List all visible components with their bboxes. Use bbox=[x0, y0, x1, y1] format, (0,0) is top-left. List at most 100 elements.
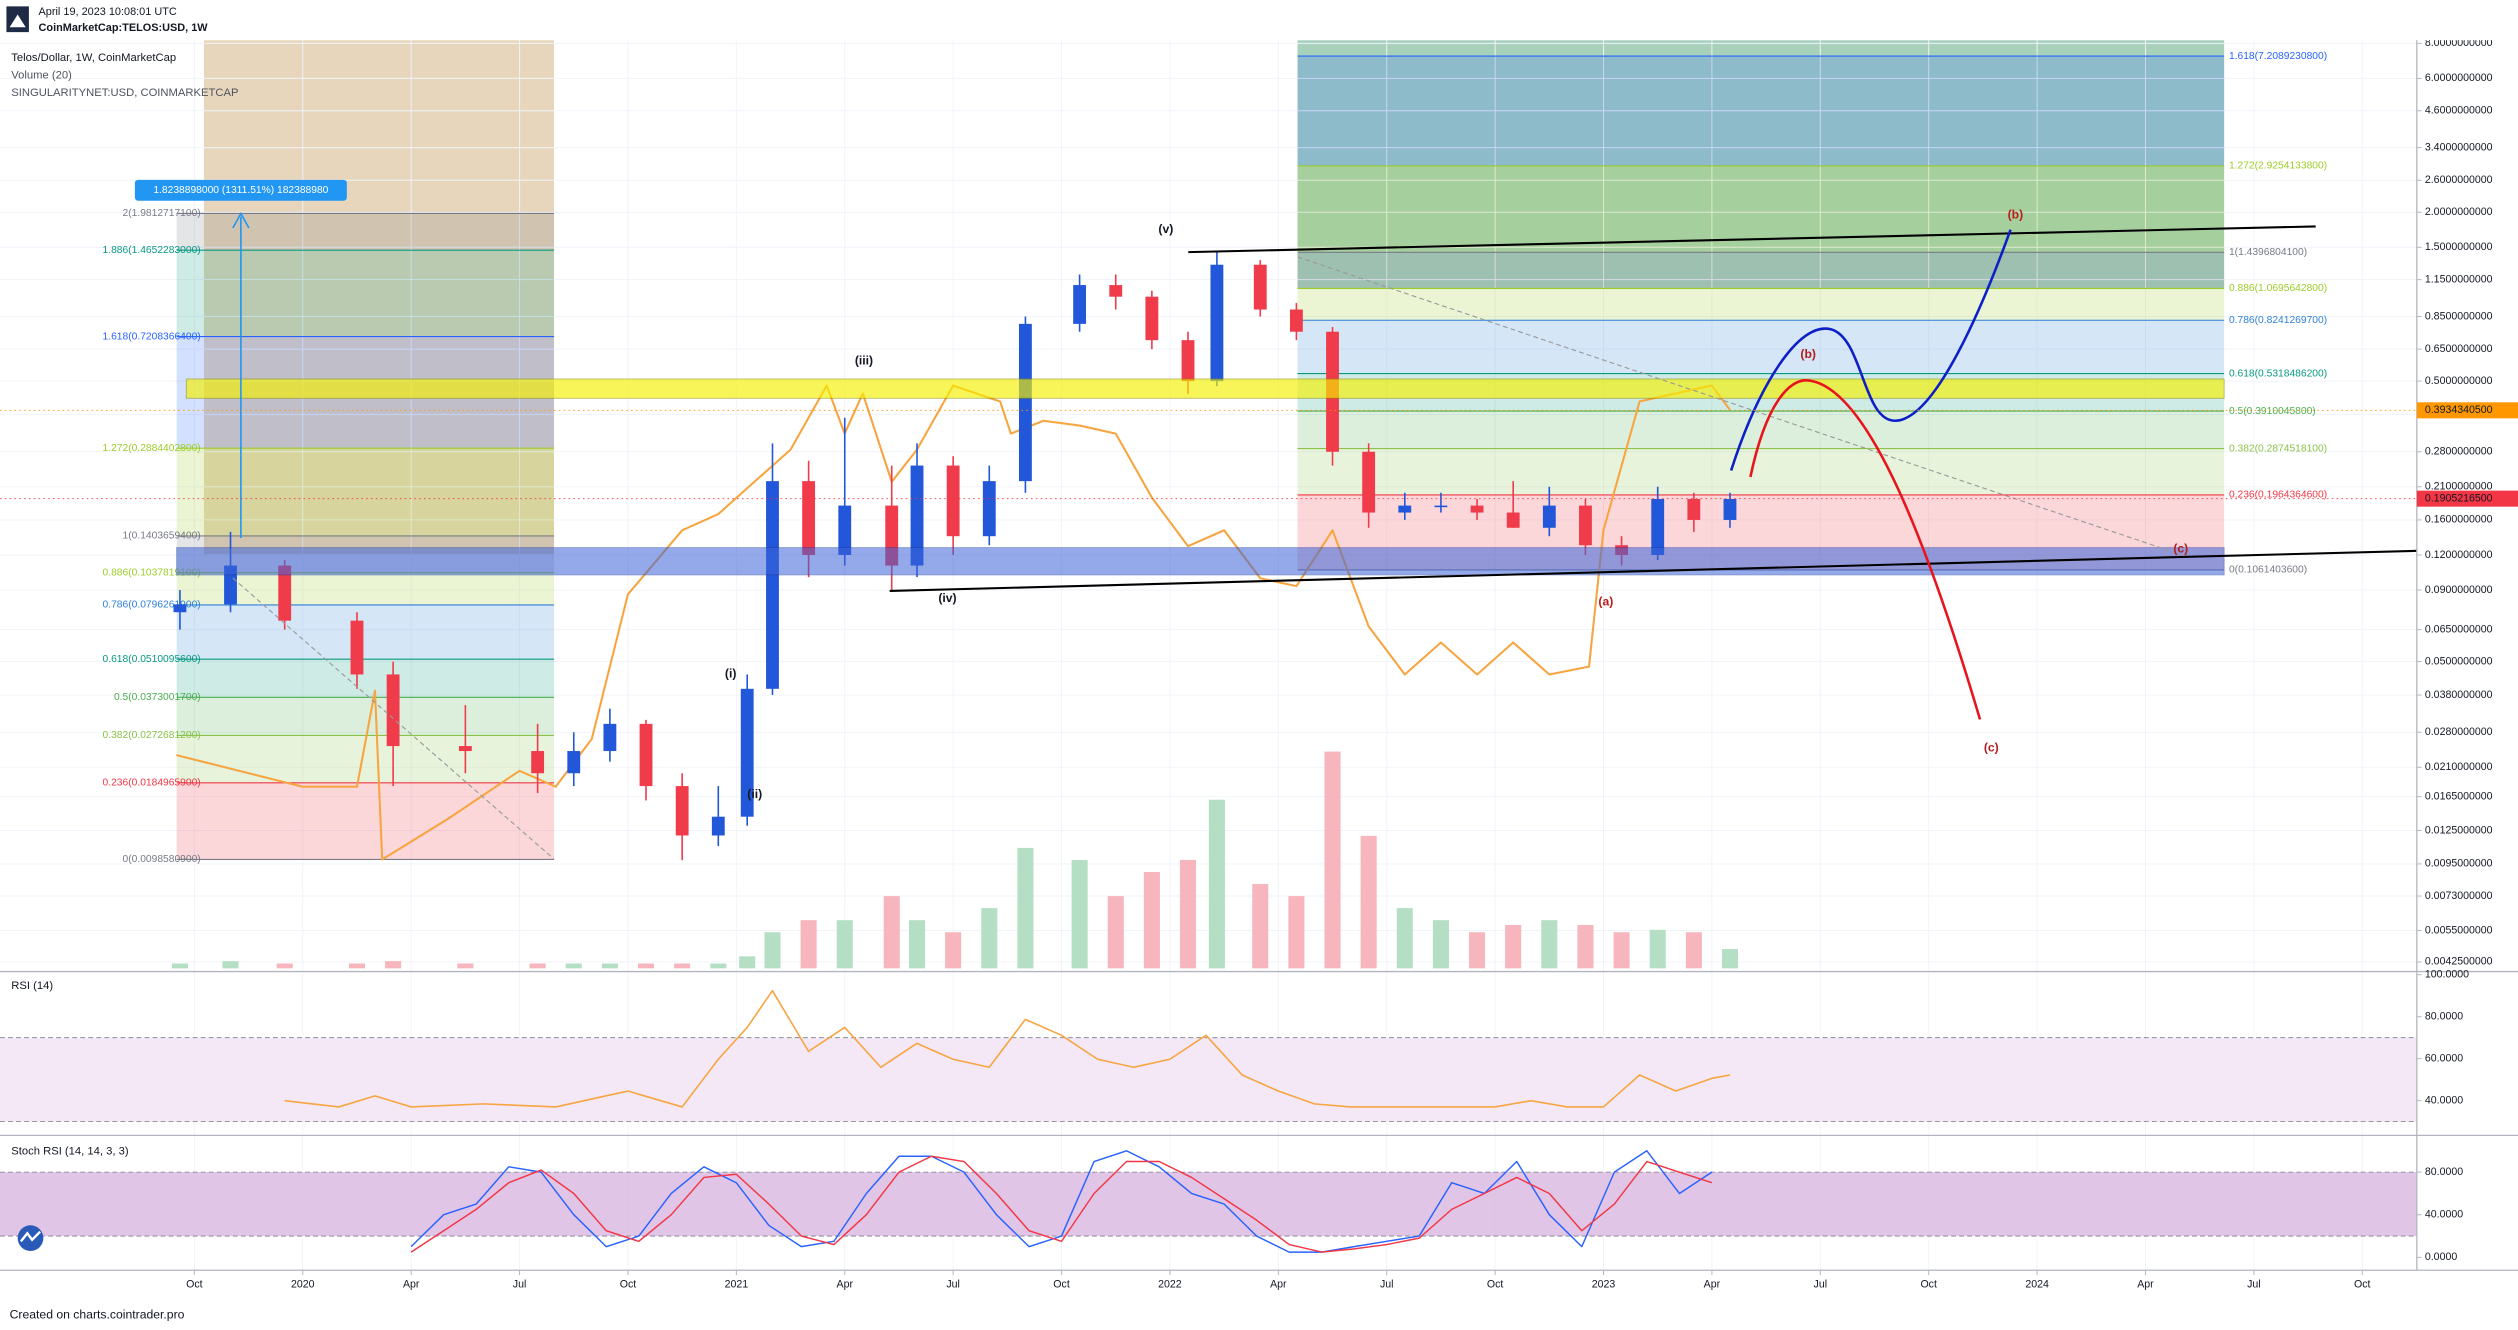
fib-label: 1(0.1403659400) bbox=[123, 531, 201, 542]
wave-label: (a) bbox=[1598, 594, 1613, 608]
fib-band bbox=[176, 782, 555, 860]
fib-label: 1.886(1.4652283000) bbox=[103, 245, 201, 256]
y-tick-label: 0.0650000000 bbox=[2425, 623, 2493, 635]
volume-bar bbox=[981, 908, 998, 969]
stoch-title: Stoch RSI (14, 14, 3, 3) bbox=[11, 1145, 129, 1157]
volume-bar bbox=[1649, 929, 1666, 969]
volume-bar bbox=[222, 961, 239, 969]
fib-band bbox=[176, 213, 555, 251]
y-tick-label: 60.0000 bbox=[2425, 1052, 2463, 1064]
y-tick-label: 1.1500000000 bbox=[2425, 273, 2493, 285]
y-tick-label: 0.0055000000 bbox=[2425, 924, 2493, 936]
candle-body bbox=[1181, 340, 1195, 382]
candle-body bbox=[1651, 498, 1665, 555]
rsi-band bbox=[0, 1037, 2417, 1122]
x-tick-label: Jul bbox=[946, 1279, 960, 1291]
volume-bar bbox=[836, 920, 853, 969]
wave-label: (b) bbox=[1800, 347, 1816, 361]
fib-band bbox=[1297, 320, 2225, 374]
fib-label: 1.618(7.2089230800) bbox=[2229, 51, 2327, 62]
y-tick-label: 0.2800000000 bbox=[2425, 446, 2493, 458]
x-tick-label: Oct bbox=[2354, 1279, 2371, 1291]
measure-arrow-head bbox=[232, 211, 250, 229]
x-tick-label: Oct bbox=[186, 1279, 203, 1291]
volume-bar bbox=[674, 963, 691, 969]
fib-band bbox=[1297, 288, 2225, 321]
candle-body bbox=[1109, 285, 1123, 297]
x-tick-label: Oct bbox=[620, 1279, 637, 1291]
dashed-line bbox=[1297, 256, 2185, 557]
volume-bar bbox=[1324, 751, 1341, 969]
candle-body bbox=[802, 481, 816, 555]
x-tick-label: 2022 bbox=[1158, 1279, 1182, 1291]
volume-bar bbox=[1505, 924, 1522, 969]
wave-label: (iii) bbox=[855, 354, 873, 368]
candle-body bbox=[603, 723, 617, 752]
candle-body bbox=[1289, 309, 1303, 332]
volume-bar bbox=[764, 932, 781, 969]
x-tick-label: Apr bbox=[837, 1279, 854, 1291]
volume-bar bbox=[1613, 932, 1630, 969]
fib-label: 2(1.9812717100) bbox=[123, 208, 201, 219]
volume-bar bbox=[1432, 920, 1449, 969]
fib-label: 1.272(2.9254133800) bbox=[2229, 161, 2327, 172]
projection-path bbox=[1729, 229, 2012, 471]
zone-box bbox=[185, 378, 2225, 399]
candle-body bbox=[1470, 505, 1484, 513]
fib-label: 0.382(0.2874518100) bbox=[2229, 443, 2327, 454]
price-label-box bbox=[2416, 402, 2518, 419]
volume-bar bbox=[1288, 896, 1305, 969]
volume-bar bbox=[1208, 799, 1225, 969]
candle-body bbox=[1542, 505, 1556, 528]
timestamp: April 19, 2023 10:08:01 UTC bbox=[39, 6, 177, 18]
candle-body bbox=[1579, 505, 1592, 546]
y-tick-label: 40.0000 bbox=[2425, 1209, 2463, 1221]
wave-label: (b) bbox=[2008, 207, 2024, 221]
price-label: 0.3934340500 bbox=[2425, 404, 2493, 416]
volume-bar bbox=[1252, 884, 1269, 969]
target-box bbox=[203, 40, 555, 555]
legend-title: Telos/Dollar, 1W, CoinMarketCap bbox=[11, 52, 176, 64]
y-tick-label: 0.0280000000 bbox=[2425, 726, 2493, 738]
fib-band bbox=[176, 604, 555, 660]
wave-label: (iv) bbox=[938, 591, 956, 605]
stoch-band bbox=[0, 1172, 2417, 1237]
y-tick-label: 0.0042500000 bbox=[2425, 956, 2493, 968]
candle-body bbox=[350, 620, 364, 675]
candle-body bbox=[531, 751, 545, 774]
x-tick-label: 2020 bbox=[291, 1279, 315, 1291]
candle-body bbox=[567, 751, 581, 774]
candle-body bbox=[838, 505, 852, 555]
candle-body bbox=[1018, 323, 1032, 482]
y-tick-label: 0.0095000000 bbox=[2425, 858, 2493, 870]
candle-body bbox=[386, 674, 400, 747]
volume-bar bbox=[800, 920, 817, 969]
fib-label: 0(0.0098580900) bbox=[123, 854, 201, 865]
drawings-over: 1.8238898000 (1311.51%) 182388980 (v) (ii… bbox=[0, 179, 2417, 860]
wave-label: (c) bbox=[1984, 741, 1999, 755]
volume-bar bbox=[1143, 871, 1160, 969]
wave-label: (v) bbox=[1158, 222, 1173, 236]
y-tick-label: 0.0380000000 bbox=[2425, 689, 2493, 701]
fib-label: 0.382(0.0272681200) bbox=[103, 730, 201, 741]
y-tick-label: 0.5000000000 bbox=[2425, 375, 2493, 387]
axes: 8.0000000000 6.0000000000 4.6000000000 3.40… bbox=[0, 0, 2518, 1291]
volume-bar bbox=[638, 963, 655, 969]
candle-body bbox=[458, 746, 472, 752]
measure-label: 1.8238898000 (1311.51%) 182388980 bbox=[153, 185, 328, 196]
candle-body bbox=[1687, 498, 1701, 520]
legend-overlay: SINGULARITYNET:USD, COINMARKETCAP bbox=[11, 87, 238, 99]
volume-bar bbox=[1071, 859, 1088, 969]
fib-band bbox=[1297, 448, 2225, 495]
volume-bar bbox=[739, 956, 756, 969]
candle-body bbox=[278, 565, 292, 621]
volume-bar bbox=[601, 963, 618, 969]
x-tick-label: 2021 bbox=[725, 1279, 749, 1291]
fib-label: 1(1.4396804100) bbox=[2229, 247, 2307, 258]
wave-label: (ii) bbox=[747, 787, 762, 801]
volume-bar bbox=[945, 932, 962, 969]
candle-body bbox=[910, 465, 924, 566]
candle-body bbox=[982, 481, 996, 537]
